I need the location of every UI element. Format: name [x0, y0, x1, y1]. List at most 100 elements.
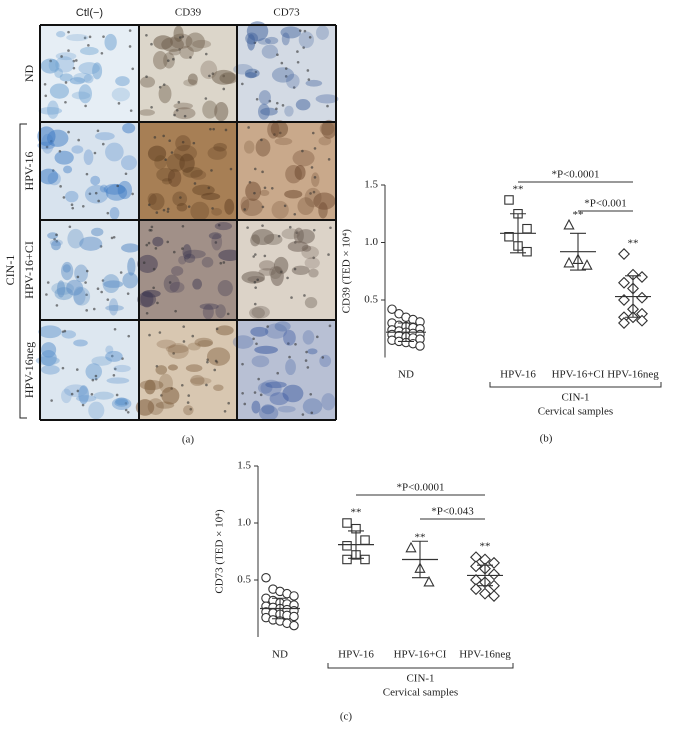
cell: [173, 102, 193, 110]
nucleus: [286, 276, 289, 280]
nucleus: [254, 70, 258, 74]
cell: [173, 107, 196, 120]
nucleus: [288, 225, 292, 229]
cell: [47, 100, 59, 119]
nucleus: [252, 337, 255, 341]
nucleus: [261, 224, 264, 227]
column-label: CD39: [175, 7, 202, 19]
cell: [274, 137, 293, 146]
nucleus: [170, 151, 174, 154]
cell: [202, 100, 218, 119]
cell: [92, 62, 103, 80]
cell: [103, 183, 126, 195]
nucleus: [189, 56, 192, 59]
cell: [265, 381, 287, 389]
point: [289, 591, 299, 601]
cell: [74, 264, 89, 283]
nucleus: [181, 224, 185, 228]
nucleus: [147, 203, 151, 207]
cell: [71, 91, 91, 100]
cell: [217, 280, 233, 297]
cell: [47, 232, 59, 240]
nucleus: [112, 235, 116, 239]
cell: [54, 150, 74, 165]
cell: [165, 344, 189, 354]
point: [618, 294, 630, 306]
nucleus: [76, 275, 80, 279]
nucleus: [328, 324, 332, 328]
cell: [104, 33, 117, 51]
cell: [319, 121, 335, 136]
cell: [254, 345, 278, 354]
cell: [318, 136, 332, 146]
cell: [61, 261, 74, 281]
cell: [319, 354, 332, 368]
nucleus: [117, 102, 121, 105]
nucleus: [183, 114, 187, 118]
cell: [316, 25, 329, 40]
point: [522, 223, 532, 234]
cell: [135, 399, 155, 416]
point: [387, 304, 397, 314]
cell: [38, 325, 62, 339]
cell: [106, 377, 130, 384]
cell: [85, 363, 103, 380]
nucleus: [316, 335, 319, 339]
cell: [257, 37, 271, 45]
nucleus: [91, 378, 95, 382]
cell: [270, 120, 289, 138]
cell: [102, 274, 120, 294]
cell: [185, 364, 203, 373]
cell: [109, 206, 120, 220]
cell: [302, 330, 315, 345]
cell: [258, 260, 276, 271]
cell: [215, 325, 234, 336]
cell: [46, 129, 69, 147]
cell: [148, 193, 165, 211]
cell: [66, 279, 84, 296]
nucleus: [164, 158, 167, 162]
cell: [244, 72, 257, 79]
cell: [269, 266, 282, 279]
cell: [213, 384, 224, 391]
nucleus: [174, 309, 177, 313]
cell: [175, 135, 191, 152]
cell: [121, 243, 140, 253]
cell: [190, 375, 205, 386]
nucleus: [193, 182, 197, 185]
comparison-label: *P<0.001: [584, 198, 627, 210]
nucleus: [94, 191, 98, 195]
cell: [192, 278, 203, 290]
cell: [79, 46, 99, 56]
nucleus: [211, 207, 214, 210]
nucleus: [75, 368, 79, 371]
nucleus: [115, 393, 119, 397]
sd-bar: [570, 232, 586, 271]
cell: [301, 244, 312, 252]
nucleus: [168, 139, 171, 143]
cell: [69, 77, 85, 85]
nucleus: [326, 104, 329, 108]
nucleus: [266, 325, 269, 328]
nucleus: [126, 411, 130, 414]
nucleus: [45, 293, 48, 296]
nucleus: [284, 75, 288, 78]
nucleus: [296, 60, 300, 64]
nucleus: [280, 61, 284, 65]
cell: [298, 31, 314, 49]
nucleus: [93, 151, 97, 155]
nucleus: [110, 354, 114, 358]
cell: [93, 391, 114, 400]
nucleus: [75, 59, 78, 62]
nucleus: [207, 186, 211, 190]
nucleus: [277, 234, 281, 238]
nucleus: [257, 377, 260, 381]
cell: [284, 105, 294, 117]
group-label: CIN-1: [3, 255, 17, 286]
cell: [73, 286, 86, 306]
nucleus: [71, 206, 75, 210]
cell: [161, 387, 180, 405]
nucleus: [150, 105, 153, 109]
row-label: HPV-16neg: [22, 342, 36, 398]
cell: [147, 145, 167, 162]
